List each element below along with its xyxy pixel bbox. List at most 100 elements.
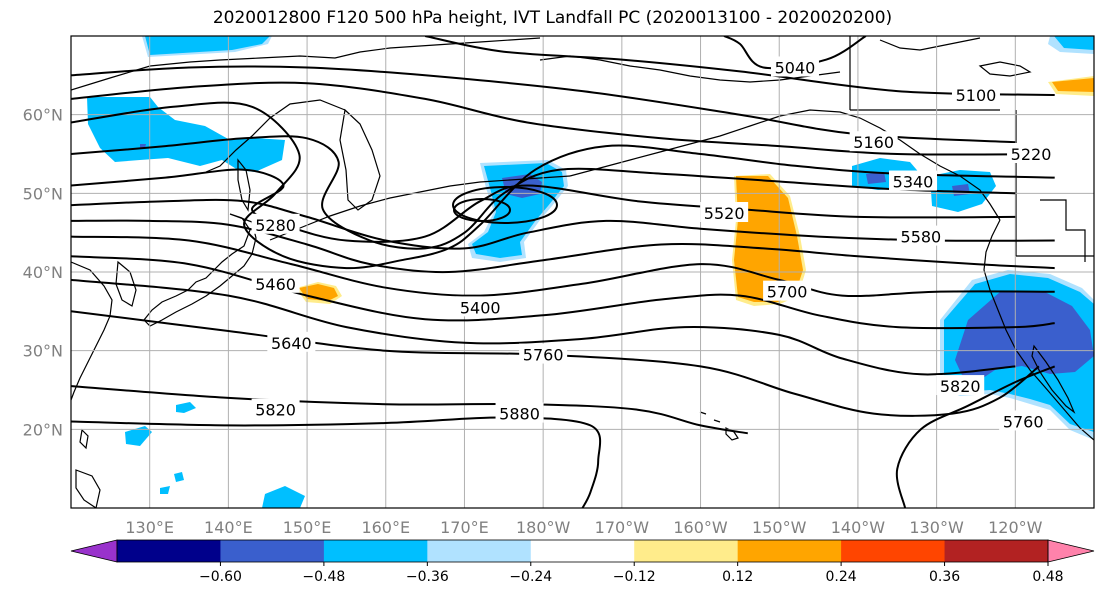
coastline-asia: [71, 37, 541, 91]
contour-label: 5640: [271, 334, 312, 353]
contour-label: 5820: [255, 401, 296, 420]
shade-sky-blue: [176, 402, 196, 413]
longitude-label: 140°W: [831, 518, 886, 537]
colorbar-frame: [116, 539, 1049, 563]
longitude-label: 170°E: [440, 518, 489, 537]
contour-label-halo: [700, 202, 749, 222]
contour-labels: 5040 5100 5160 5220 5340 5520 5580 5280 5460 5400…: [251, 56, 1056, 431]
shade-orange: [734, 176, 803, 302]
contour-label-halo: [251, 398, 300, 419]
border-canada-us: [849, 36, 1094, 257]
contour-label-halo: [999, 410, 1048, 431]
colorbar-tick-label: −0.24: [509, 569, 552, 585]
coastline-north-america: [983, 219, 1094, 441]
height-contour: [71, 278, 1016, 376]
coastline-philippines: [75, 469, 101, 508]
shade-deep-blue: [866, 172, 886, 184]
coastline-arctic: [879, 37, 1032, 77]
contour-label-halo: [1007, 143, 1056, 163]
colorbar-segment: [427, 540, 532, 562]
contour-label-halo: [896, 225, 945, 246]
contour-label-halo: [495, 402, 544, 423]
contour-label-halo: [456, 296, 505, 317]
coastline-taiwan: [79, 428, 89, 450]
height-contour: [71, 219, 1055, 274]
height-contour: [71, 235, 1055, 298]
latitude-label: 40°N: [23, 263, 63, 282]
colorbar-tick-label: 0.36: [929, 569, 960, 585]
height-contour: [71, 101, 1055, 270]
contour-label: 5700: [767, 283, 808, 302]
gridlines: [71, 36, 1094, 508]
latitude-label: 20°N: [23, 420, 63, 439]
contour-label-halo: [849, 131, 898, 152]
shade-sky-blue: [145, 36, 270, 55]
latitude-label: 50°N: [23, 184, 63, 203]
shade-sky-blue: [87, 97, 285, 172]
contour-label: 5280: [255, 216, 296, 235]
height-contour: [71, 198, 1055, 250]
contour-label: 5760: [523, 346, 564, 365]
contour-label: 5100: [956, 86, 997, 105]
colorbar-segment: [841, 540, 946, 562]
contour-label-halo: [936, 375, 985, 396]
height-contour: [71, 81, 1055, 156]
contour-label: 5520: [704, 204, 745, 223]
closed-low-contour: [453, 198, 511, 222]
contour-label-halo: [519, 343, 568, 364]
colorbar-segment: [220, 540, 325, 562]
shade-sky-blue: [262, 486, 305, 508]
colorbar-extend-low: [70, 539, 118, 563]
colorbar-extend-high: [1047, 539, 1095, 563]
height-contour: [895, 365, 1056, 508]
coastline-korea-china: [71, 261, 113, 401]
height-contour: [723, 36, 867, 70]
height-contour: [71, 168, 1016, 243]
height-contour: [71, 135, 1016, 250]
shade-sky-blue: [174, 472, 184, 482]
colorbar-tick-label: −0.12: [613, 569, 656, 585]
longitude-label: 150°W: [752, 518, 807, 537]
contour-label-halo: [770, 56, 819, 77]
contour-label: 5400: [460, 298, 501, 317]
contour-label-halo: [251, 213, 300, 234]
longitude-label: 180°W: [516, 518, 571, 537]
height-contour: [71, 385, 748, 435]
contour-label: 5460: [255, 275, 296, 294]
contour-label-halo: [763, 280, 812, 301]
shade-deep-blue: [955, 292, 1094, 388]
colorbar-tick-label: 0.24: [826, 569, 857, 585]
coastline-japan: [143, 213, 257, 327]
colorbar-tick-label: 0.12: [722, 569, 753, 585]
colorbar-segment: [944, 540, 1049, 562]
map-plot-area: 5040 5100 5160 5220 5340 5520 5580 5280 5460 5400…: [71, 36, 1094, 508]
contour-label: 5760: [1003, 412, 1044, 431]
colorbar: −0.60 −0.48 −0.36 −0.24 −0.12 0.12 0.24 0.36 0.4…: [70, 539, 1095, 585]
border-west: [1040, 199, 1086, 262]
colorbar-tick-label: −0.48: [302, 569, 345, 585]
colorbar-segment: [117, 540, 221, 562]
contour-label: 5160: [853, 133, 894, 152]
coastline-baja: [1031, 344, 1076, 414]
longitude-label: 160°E: [361, 518, 410, 537]
shade-sky-blue: [160, 486, 170, 494]
coastline-okhotsk: [205, 99, 346, 173]
contour-label: 5220: [1011, 145, 1052, 164]
latitude-labels: 60°N 50°N 40°N 30°N 20°N: [23, 106, 63, 440]
colorbar-segment: [530, 540, 635, 562]
ivt-shading: [87, 36, 1094, 508]
longitude-label: 140°E: [204, 518, 253, 537]
contour-label-halo: [251, 272, 300, 293]
shade-sky-blue: [1054, 36, 1094, 50]
longitude-label: 130°W: [909, 518, 964, 537]
contour-label: 5040: [775, 58, 816, 77]
longitude-label: 130°E: [125, 518, 174, 537]
longitude-label: 160°W: [673, 518, 728, 537]
latitude-label: 30°N: [23, 342, 63, 361]
contour-label: 5820: [940, 377, 981, 396]
colorbar-tick-label: 0.48: [1032, 569, 1063, 585]
contour-label-halo: [889, 170, 938, 191]
contour-label-halo: [267, 331, 316, 352]
colorbar-segment: [323, 540, 428, 562]
